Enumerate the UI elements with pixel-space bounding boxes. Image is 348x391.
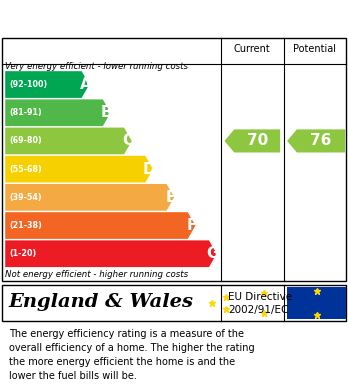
Text: C: C — [122, 133, 134, 149]
Polygon shape — [5, 71, 89, 98]
Polygon shape — [5, 127, 132, 154]
Bar — [287, 287, 346, 319]
Text: 76: 76 — [310, 133, 332, 149]
Polygon shape — [5, 240, 217, 267]
Text: (21-38): (21-38) — [9, 221, 42, 230]
Text: Very energy efficient - lower running costs: Very energy efficient - lower running co… — [5, 62, 188, 71]
Polygon shape — [5, 184, 174, 211]
Text: (81-91): (81-91) — [9, 108, 42, 117]
Text: England & Wales: England & Wales — [9, 293, 194, 311]
Text: 70: 70 — [246, 133, 268, 149]
Polygon shape — [5, 99, 111, 126]
Text: The energy efficiency rating is a measure of the
overall efficiency of a home. T: The energy efficiency rating is a measur… — [9, 329, 254, 381]
Text: (55-68): (55-68) — [9, 165, 42, 174]
Text: 2002/91/EC: 2002/91/EC — [228, 305, 288, 315]
Text: (92-100): (92-100) — [9, 80, 48, 89]
Text: A: A — [80, 77, 91, 92]
Text: EU Directive: EU Directive — [228, 292, 292, 302]
Text: F: F — [187, 218, 197, 233]
Text: Energy Efficiency Rating: Energy Efficiency Rating — [9, 10, 249, 29]
Polygon shape — [5, 212, 196, 239]
Text: (1-20): (1-20) — [9, 249, 37, 258]
Text: Current: Current — [234, 44, 271, 54]
Text: G: G — [207, 246, 219, 261]
Polygon shape — [5, 156, 153, 183]
Text: Not energy efficient - higher running costs: Not energy efficient - higher running co… — [5, 269, 188, 278]
Text: Potential: Potential — [293, 44, 337, 54]
Polygon shape — [224, 129, 280, 152]
Text: (39-54): (39-54) — [9, 193, 42, 202]
Text: (69-80): (69-80) — [9, 136, 42, 145]
Text: B: B — [101, 105, 112, 120]
Text: E: E — [165, 190, 176, 205]
Polygon shape — [287, 129, 345, 152]
Text: D: D — [143, 161, 156, 177]
